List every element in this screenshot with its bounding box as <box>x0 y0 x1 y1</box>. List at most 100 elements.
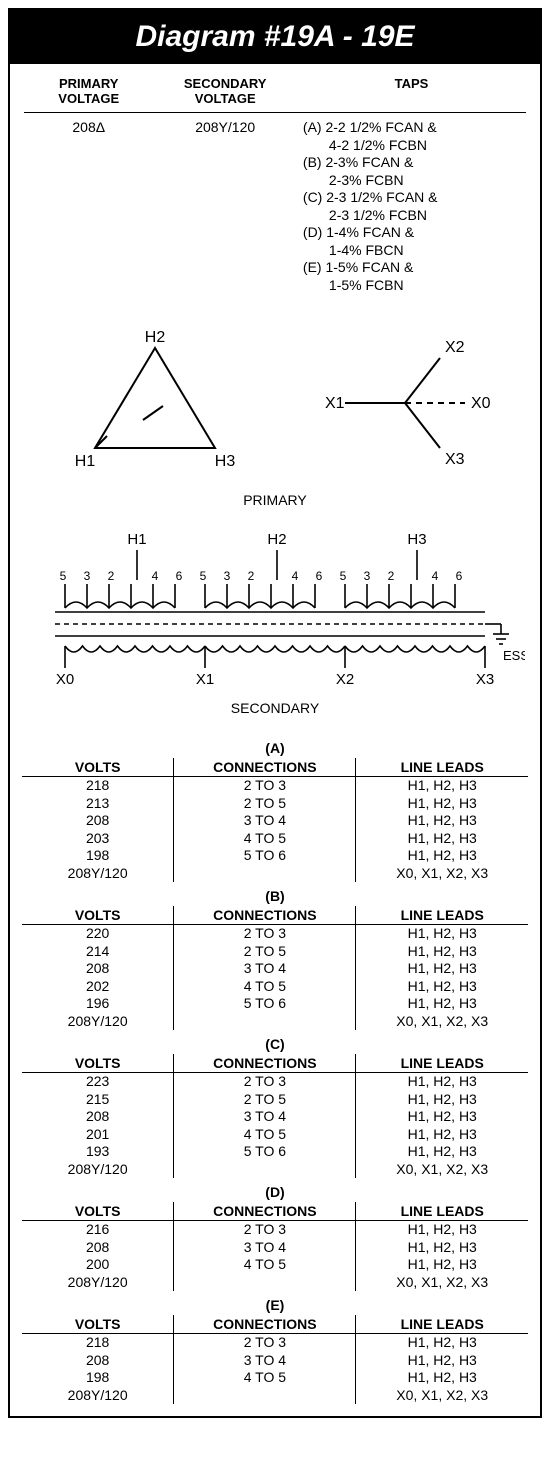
table-cell: 200 <box>22 1256 174 1274</box>
table-cell: H1, H2, H3 <box>356 1239 528 1257</box>
table-row: 2232 TO 3H1, H2, H3 <box>22 1073 528 1091</box>
table-cell: 208Y/120 <box>22 1013 174 1031</box>
svg-text:2: 2 <box>108 569 115 583</box>
svg-text:6: 6 <box>176 569 183 583</box>
table-cell: 4 TO 5 <box>174 1369 356 1387</box>
table-cell: X0, X1, X2, X3 <box>356 865 528 883</box>
connection-table: VOLTSCONNECTIONSLINE LEADS2202 TO 3H1, H… <box>22 906 528 1030</box>
table-caption: (D) <box>22 1178 528 1200</box>
col-secondary-voltage: SECONDARY VOLTAGE <box>155 74 294 110</box>
svg-text:X2: X2 <box>336 671 354 688</box>
svg-text:4: 4 <box>292 569 299 583</box>
taps-list: (A) 2-2 1/2% FCAN &4-2 1/2% FCBN(B) 2-3%… <box>303 119 520 294</box>
table-cell: 202 <box>22 978 174 996</box>
taps-item: (E) 1-5% FCAN &1-5% FCBN <box>303 259 520 294</box>
taps-item: (C) 2-3 1/2% FCAN &2-3 1/2% FCBN <box>303 189 520 224</box>
taps-item: (B) 2-3% FCAN &2-3% FCBN <box>303 154 520 189</box>
table-header: LINE LEADS <box>356 1315 528 1334</box>
table-row: 1965 TO 6H1, H2, H3 <box>22 995 528 1013</box>
svg-text:4: 4 <box>152 569 159 583</box>
taps-item: (A) 2-2 1/2% FCAN &4-2 1/2% FCBN <box>303 119 520 154</box>
table-cell: 193 <box>22 1143 174 1161</box>
table-caption: (E) <box>22 1291 528 1313</box>
table-row: 208Y/120X0, X1, X2, X3 <box>22 1274 528 1292</box>
table-cell <box>174 1387 356 1405</box>
table-cell: X0, X1, X2, X3 <box>356 1387 528 1405</box>
table-header: VOLTS <box>22 1315 174 1334</box>
svg-text:6: 6 <box>456 569 463 583</box>
table-cell: 208Y/120 <box>22 1274 174 1292</box>
svg-text:4: 4 <box>432 569 439 583</box>
table-cell: 3 TO 4 <box>174 960 356 978</box>
table-cell: 216 <box>22 1221 174 1239</box>
delta-wye-diagram: H2 H1 H3 X2 X1 X0 X3 PRIMARY <box>22 328 528 508</box>
connection-table: VOLTSCONNECTIONSLINE LEADS2162 TO 3H1, H… <box>22 1202 528 1291</box>
table-cell: 198 <box>22 1369 174 1387</box>
secondary-voltage-value: 208Y/120 <box>155 115 294 298</box>
table-cell: H1, H2, H3 <box>356 1126 528 1144</box>
table-cell: 203 <box>22 830 174 848</box>
table-cell: 4 TO 5 <box>174 1256 356 1274</box>
table-cell: H1, H2, H3 <box>356 1221 528 1239</box>
table-cell: H1, H2, H3 <box>356 777 528 795</box>
connection-table: VOLTSCONNECTIONSLINE LEADS2232 TO 3H1, H… <box>22 1054 528 1178</box>
taps-cell: (A) 2-2 1/2% FCAN &4-2 1/2% FCBN(B) 2-3%… <box>297 115 526 298</box>
table-cell: H1, H2, H3 <box>356 978 528 996</box>
table-header: CONNECTIONS <box>174 906 356 925</box>
table-cell: 223 <box>22 1073 174 1091</box>
table-row: 1984 TO 5H1, H2, H3 <box>22 1369 528 1387</box>
table-cell: H1, H2, H3 <box>356 1369 528 1387</box>
table-row: 2014 TO 5H1, H2, H3 <box>22 1126 528 1144</box>
primary-voltage-value: 208Δ <box>24 115 153 298</box>
table-cell: 208 <box>22 1352 174 1370</box>
table-cell: H1, H2, H3 <box>356 1143 528 1161</box>
table-cell: 5 TO 6 <box>174 847 356 865</box>
svg-text:5: 5 <box>60 569 67 583</box>
table-row: 208Y/120X0, X1, X2, X3 <box>22 1013 528 1031</box>
table-row: 208Y/120X0, X1, X2, X3 <box>22 865 528 883</box>
table-cell: H1, H2, H3 <box>356 1073 528 1091</box>
delta-wye-svg: H2 H1 H3 X2 X1 X0 X3 <box>45 328 505 488</box>
table-row: 1985 TO 6H1, H2, H3 <box>22 847 528 865</box>
table-header: CONNECTIONS <box>174 1054 356 1073</box>
table-row: 2162 TO 3H1, H2, H3 <box>22 1221 528 1239</box>
table-cell: 2 TO 5 <box>174 1091 356 1109</box>
table-cell: H1, H2, H3 <box>356 1334 528 1352</box>
page-title: Diagram #19A - 19E <box>10 10 540 64</box>
svg-text:X3: X3 <box>476 671 494 688</box>
taps-item: (D) 1-4% FCAN &1-4% FBCN <box>303 224 520 259</box>
table-header: VOLTS <box>22 1054 174 1073</box>
table-cell: H1, H2, H3 <box>356 943 528 961</box>
table-cell: 218 <box>22 777 174 795</box>
table-cell: 4 TO 5 <box>174 978 356 996</box>
col-taps: TAPS <box>297 74 526 110</box>
table-cell <box>174 1274 356 1292</box>
diagram-card: Diagram #19A - 19E PRIMARY VOLTAGE SECON… <box>8 8 542 1418</box>
table-cell: 5 TO 6 <box>174 995 356 1013</box>
table-header: VOLTS <box>22 1202 174 1221</box>
table-row: 2083 TO 4H1, H2, H3 <box>22 812 528 830</box>
delta-h3-label: H3 <box>215 453 236 470</box>
table-cell <box>174 865 356 883</box>
svg-text:6: 6 <box>316 569 323 583</box>
svg-text:3: 3 <box>84 569 91 583</box>
winding-svg: H1H2H3 532465324653246 ESS X0X1X2X3 <box>25 526 525 696</box>
svg-text:X0: X0 <box>56 671 74 688</box>
table-header: CONNECTIONS <box>174 758 356 777</box>
table-cell: H1, H2, H3 <box>356 1352 528 1370</box>
table-cell: 2 TO 3 <box>174 777 356 795</box>
table-cell: 3 TO 4 <box>174 812 356 830</box>
svg-text:3: 3 <box>224 569 231 583</box>
svg-text:5: 5 <box>340 569 347 583</box>
table-cell: 2 TO 3 <box>174 1334 356 1352</box>
table-cell: 2 TO 3 <box>174 1073 356 1091</box>
svg-text:3: 3 <box>364 569 371 583</box>
wye-x2-label: X2 <box>445 339 465 356</box>
svg-text:H3: H3 <box>407 531 426 548</box>
table-cell: 3 TO 4 <box>174 1108 356 1126</box>
table-cell: H1, H2, H3 <box>356 925 528 943</box>
table-cell: 215 <box>22 1091 174 1109</box>
table-cell: H1, H2, H3 <box>356 847 528 865</box>
table-cell: 208 <box>22 1239 174 1257</box>
table-cell <box>174 1013 356 1031</box>
